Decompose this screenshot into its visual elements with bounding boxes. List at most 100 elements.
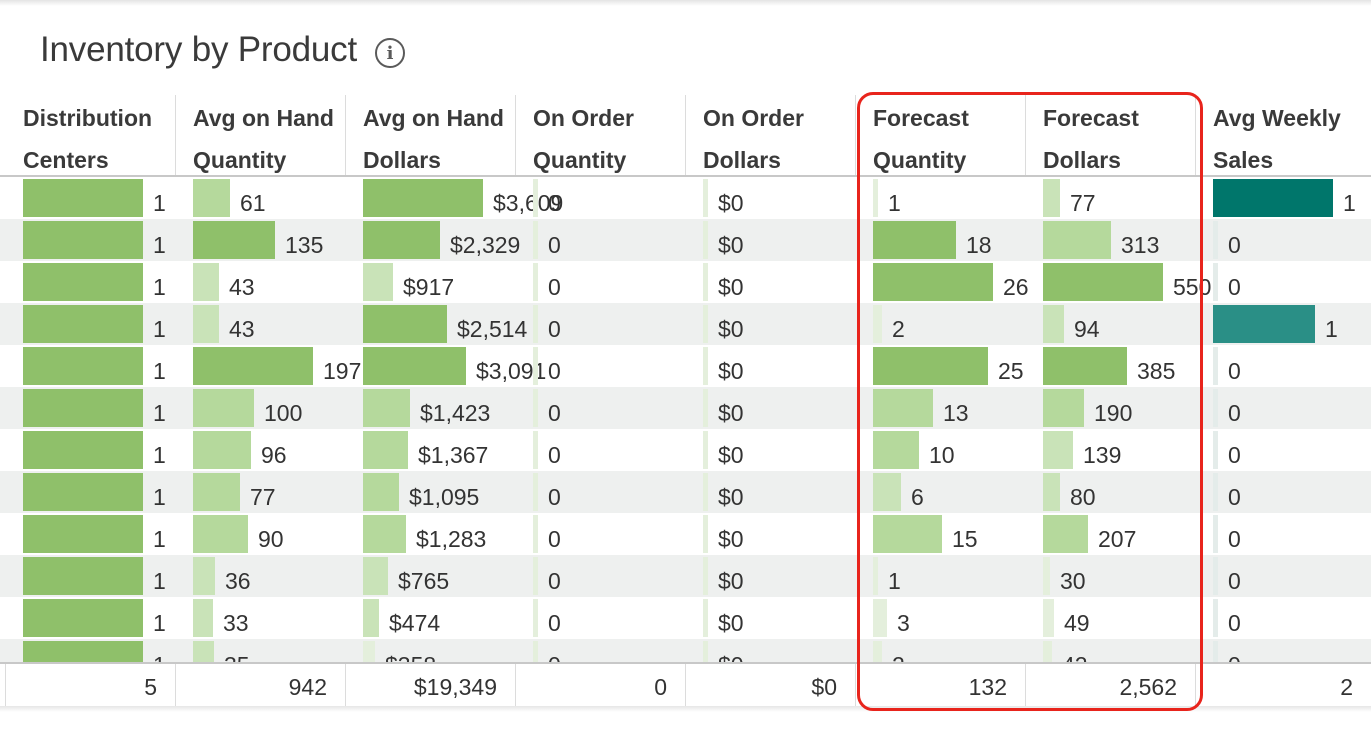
data-bar [703, 263, 708, 301]
table-body: 1 61 $3,609 0 $0 1 77 1 1 135 $2,329 0 $0 18 313 0 1 43 $9… [0, 177, 1371, 662]
column-header-ohq[interactable]: Avg on Hand Quantity [193, 105, 334, 173]
data-bar [1213, 557, 1218, 595]
cell-value: 2 [892, 316, 905, 342]
data-bar [23, 599, 143, 637]
cell-value: 18 [966, 232, 992, 258]
data-bar [873, 515, 942, 553]
column-header-ooq[interactable]: On Order Quantity [533, 105, 634, 173]
table-row[interactable]: 1 36 $765 0 $0 1 30 0 [0, 555, 1371, 597]
column-header-ohd[interactable]: Avg on Hand Dollars [363, 105, 504, 173]
cell-aws: 0 [1195, 639, 1371, 662]
cell-ooq: 0 [515, 345, 685, 387]
cell-value: 1 [153, 400, 166, 426]
cell-value: 15 [952, 526, 978, 552]
info-icon[interactable]: i [375, 38, 405, 68]
cell-ood: $0 [685, 303, 855, 345]
cell-fq: 2 [855, 303, 1025, 345]
cell-fq: 6 [855, 471, 1025, 513]
table-row[interactable]: 1 90 $1,283 0 $0 15 207 0 [0, 513, 1371, 555]
table-row[interactable]: 1 135 $2,329 0 $0 18 313 0 [0, 219, 1371, 261]
data-bar [1043, 641, 1052, 662]
cell-dc: 1 [5, 639, 175, 662]
cell-value: $0 [718, 316, 744, 342]
table-row[interactable]: 1 77 $1,095 0 $0 6 80 0 [0, 471, 1371, 513]
cell-fd: 77 [1025, 177, 1195, 219]
cell-value: 207 [1098, 526, 1137, 552]
data-bar [1213, 599, 1218, 637]
cell-aws: 0 [1195, 429, 1371, 471]
table-row[interactable]: 1 43 $2,514 0 $0 2 94 1 [0, 303, 1371, 345]
data-bar [1213, 305, 1315, 343]
table-row[interactable]: 1 43 $917 0 $0 26 550 0 [0, 261, 1371, 303]
data-bar [703, 347, 708, 385]
cell-ohd: $2,329 [345, 219, 520, 261]
cell-value: $0 [718, 358, 744, 384]
data-bar [363, 599, 379, 637]
cell-value: 26 [1003, 274, 1029, 300]
table-row[interactable]: 1 33 $474 0 $0 3 49 0 [0, 597, 1371, 639]
cell-value: 0 [1228, 651, 1241, 662]
cell-ooq: 0 [515, 429, 685, 471]
table-row[interactable]: 1 35 $358 0 $0 2 42 0 [0, 639, 1371, 662]
cell-fq: 10 [855, 429, 1025, 471]
data-bar [23, 473, 143, 511]
cell-dc: 1 [5, 303, 175, 345]
data-bar [193, 305, 219, 343]
cell-value: 36 [225, 568, 251, 594]
cell-value: 94 [1074, 316, 1100, 342]
cell-value: $0 [718, 190, 744, 216]
data-bar [533, 431, 538, 469]
column-header-fd[interactable]: Forecast Dollars [1043, 105, 1139, 173]
cell-aws: 0 [1195, 555, 1371, 597]
data-bar [533, 641, 538, 662]
cell-value: 43 [229, 274, 255, 300]
footer-divider [0, 662, 1371, 664]
cell-value: $0 [718, 610, 744, 636]
cell-ohd: $917 [345, 261, 515, 303]
cell-fq: 26 [855, 261, 1029, 303]
cell-fd: 49 [1025, 597, 1195, 639]
cell-ohq: 77 [175, 471, 345, 513]
column-header-dc[interactable]: Distribution Centers [23, 105, 153, 173]
cell-aws: 0 [1195, 261, 1371, 303]
column-separator [685, 664, 686, 706]
column-separator [855, 95, 856, 175]
cell-value: 96 [261, 442, 287, 468]
table-row[interactable]: 1 197 $3,091 0 $0 25 385 0 [0, 345, 1371, 387]
cell-ohd: $358 [345, 639, 515, 662]
data-bar [533, 263, 538, 301]
column-header-aws[interactable]: Avg Weekly Sales [1213, 105, 1341, 173]
data-bar [1043, 347, 1127, 385]
cell-value: 77 [250, 484, 276, 510]
cell-ooq: 0 [515, 597, 685, 639]
data-bar [363, 557, 388, 595]
data-bar [533, 179, 538, 217]
cell-ohq: 90 [175, 513, 345, 555]
cell-value: 0 [548, 610, 561, 636]
data-bar [1043, 431, 1073, 469]
column-header-ood[interactable]: On Order Dollars [703, 105, 804, 173]
cell-value: $1,367 [418, 442, 489, 468]
cell-value: 0 [1228, 610, 1241, 636]
cell-dc: 1 [5, 387, 175, 429]
cell-ohq: 100 [175, 387, 345, 429]
cell-aws: 1 [1195, 303, 1371, 345]
cell-value: 1 [153, 442, 166, 468]
table-row[interactable]: 1 96 $1,367 0 $0 10 139 0 [0, 429, 1371, 471]
data-bar [23, 641, 143, 662]
data-bar [1213, 515, 1218, 553]
data-bar [363, 431, 408, 469]
data-bar [363, 179, 483, 217]
column-header-fq[interactable]: Forecast Quantity [873, 105, 969, 173]
cell-fd: 80 [1025, 471, 1195, 513]
cell-value: 10 [929, 442, 955, 468]
cell-ooq: 0 [515, 639, 685, 662]
data-bar [23, 557, 143, 595]
data-bar [23, 389, 143, 427]
table-row[interactable]: 1 100 $1,423 0 $0 13 190 0 [0, 387, 1371, 429]
data-bar [1213, 221, 1218, 259]
cell-value: 197 [323, 358, 362, 384]
table-row[interactable]: 1 61 $3,609 0 $0 1 77 1 [0, 177, 1371, 219]
header-divider [0, 175, 1371, 177]
